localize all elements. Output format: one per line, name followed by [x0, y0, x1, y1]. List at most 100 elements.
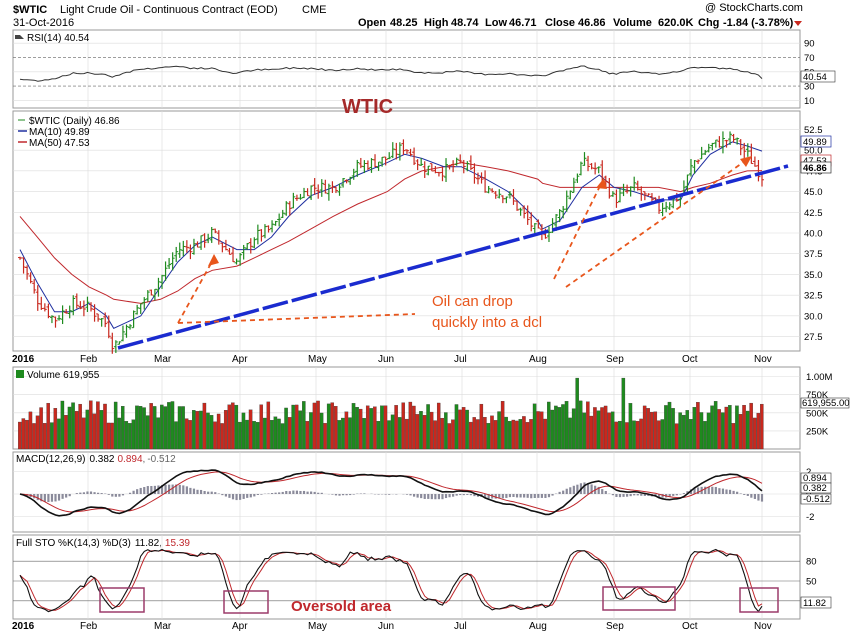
volume-bar	[67, 406, 72, 450]
arrowhead-mar	[208, 254, 219, 266]
volume-bar	[490, 415, 494, 450]
volume-bar	[522, 416, 526, 450]
open-label: Open	[358, 17, 386, 29]
chg-label: Chg	[698, 17, 719, 29]
panel-frames	[12, 29, 801, 620]
macd-label-prefix: MACD(12,26,9)	[16, 454, 85, 465]
macd-signal-value: 0.894	[118, 454, 143, 465]
sto-tick-label: 80	[806, 557, 817, 568]
volume-bar	[18, 421, 22, 450]
price-tick-label: 27.5	[804, 332, 823, 343]
price-tick-label: 52.5	[804, 125, 823, 136]
volume-bar	[497, 411, 501, 450]
volume-bar	[181, 406, 185, 450]
volume-bars	[18, 377, 764, 450]
volume-bar	[635, 420, 640, 450]
oversold-label: Oversold area	[291, 598, 392, 615]
volume-bar	[184, 418, 189, 450]
volume-bar	[103, 403, 107, 450]
volume-bar	[334, 406, 338, 450]
volume-bar	[373, 406, 377, 450]
ma10-tag	[800, 135, 832, 148]
volume-bar	[589, 415, 594, 450]
volume-bar	[319, 412, 324, 450]
volume-tick-label: 750K	[806, 390, 829, 401]
macd-tag-2	[800, 482, 832, 494]
volume-current-value: 619,955.00	[802, 398, 850, 409]
rsi-tick-label: 90	[804, 39, 815, 50]
month-label: Sep	[606, 621, 624, 632]
month-label: Jun	[378, 621, 394, 632]
volume-bar	[742, 404, 746, 450]
volume-bar	[600, 407, 604, 450]
volume-bar	[85, 409, 90, 450]
volume-bar	[397, 417, 402, 450]
volume-bar	[539, 411, 544, 450]
month-label: Apr	[232, 354, 248, 365]
volume-bar	[305, 421, 310, 450]
price-panel	[12, 110, 801, 352]
volume-bar	[426, 404, 430, 450]
volume-bar	[649, 411, 654, 450]
volume-bar	[586, 401, 590, 450]
volume-bar	[728, 405, 732, 450]
volume-bar	[731, 423, 736, 450]
volume-bar	[273, 416, 278, 450]
volume-bar	[323, 423, 327, 450]
volume-bar	[135, 405, 139, 450]
volume-bar	[71, 402, 75, 450]
volume-bar	[419, 411, 423, 450]
month-label: 2016	[12, 354, 35, 365]
volume-bar	[660, 419, 665, 450]
month-label: Nov	[754, 354, 772, 365]
volume-bar	[50, 422, 54, 450]
volume-bar	[284, 407, 288, 450]
volume-bar	[312, 402, 317, 450]
volume-bar	[110, 422, 114, 450]
volume-bar	[117, 417, 121, 450]
volume-bar	[703, 421, 707, 450]
volume-bar	[255, 422, 260, 450]
volume-bar	[653, 411, 658, 450]
volume-bar	[302, 401, 306, 450]
volume-bar	[113, 401, 118, 450]
volume-bar	[724, 406, 729, 450]
volume-bar	[174, 421, 178, 450]
arrowhead-aug	[596, 178, 607, 189]
volume-bar	[571, 408, 576, 450]
volume-bar	[738, 413, 743, 450]
price-tick-label: 40.0	[804, 229, 823, 240]
volume-tick-label: 500K	[806, 408, 829, 419]
volume-bar	[145, 415, 150, 450]
volume-bar	[294, 404, 299, 450]
volume-bar	[447, 423, 452, 450]
macd-panel	[12, 451, 801, 533]
volume-bar	[596, 410, 601, 450]
chart-title: WTIC	[342, 96, 393, 118]
rsi-tick-label: 30	[804, 82, 815, 93]
price-tick-label: 45.0	[804, 187, 823, 198]
volume-bar	[234, 404, 239, 450]
volume-bar	[344, 411, 349, 450]
sto-panel-content: Full STO %K(14,3) %D(3)11.82,15.39 80502…	[16, 538, 832, 615]
volume-bar	[266, 401, 271, 450]
ohlc-bars	[18, 131, 764, 354]
volume-bar	[316, 400, 320, 450]
volume-tick-label: 1.00M	[806, 372, 832, 383]
sto-k-value: 11.82	[135, 538, 160, 549]
volume-bar	[167, 402, 171, 450]
volume-bar	[429, 411, 434, 450]
volume-bar	[564, 401, 569, 450]
macd-tag-1-value: 0.894	[803, 473, 827, 484]
volume-bar	[561, 404, 565, 450]
volume-bar	[206, 412, 210, 450]
close-tag-value: 46.86	[803, 163, 827, 174]
rsi-line	[19, 65, 763, 82]
oversold-box-feb	[99, 587, 145, 613]
volume-bar	[106, 422, 111, 450]
close-tag	[800, 161, 832, 174]
month-label: Mar	[154, 354, 172, 365]
volume-bar	[405, 418, 409, 450]
oversold-box-apr	[223, 590, 269, 614]
